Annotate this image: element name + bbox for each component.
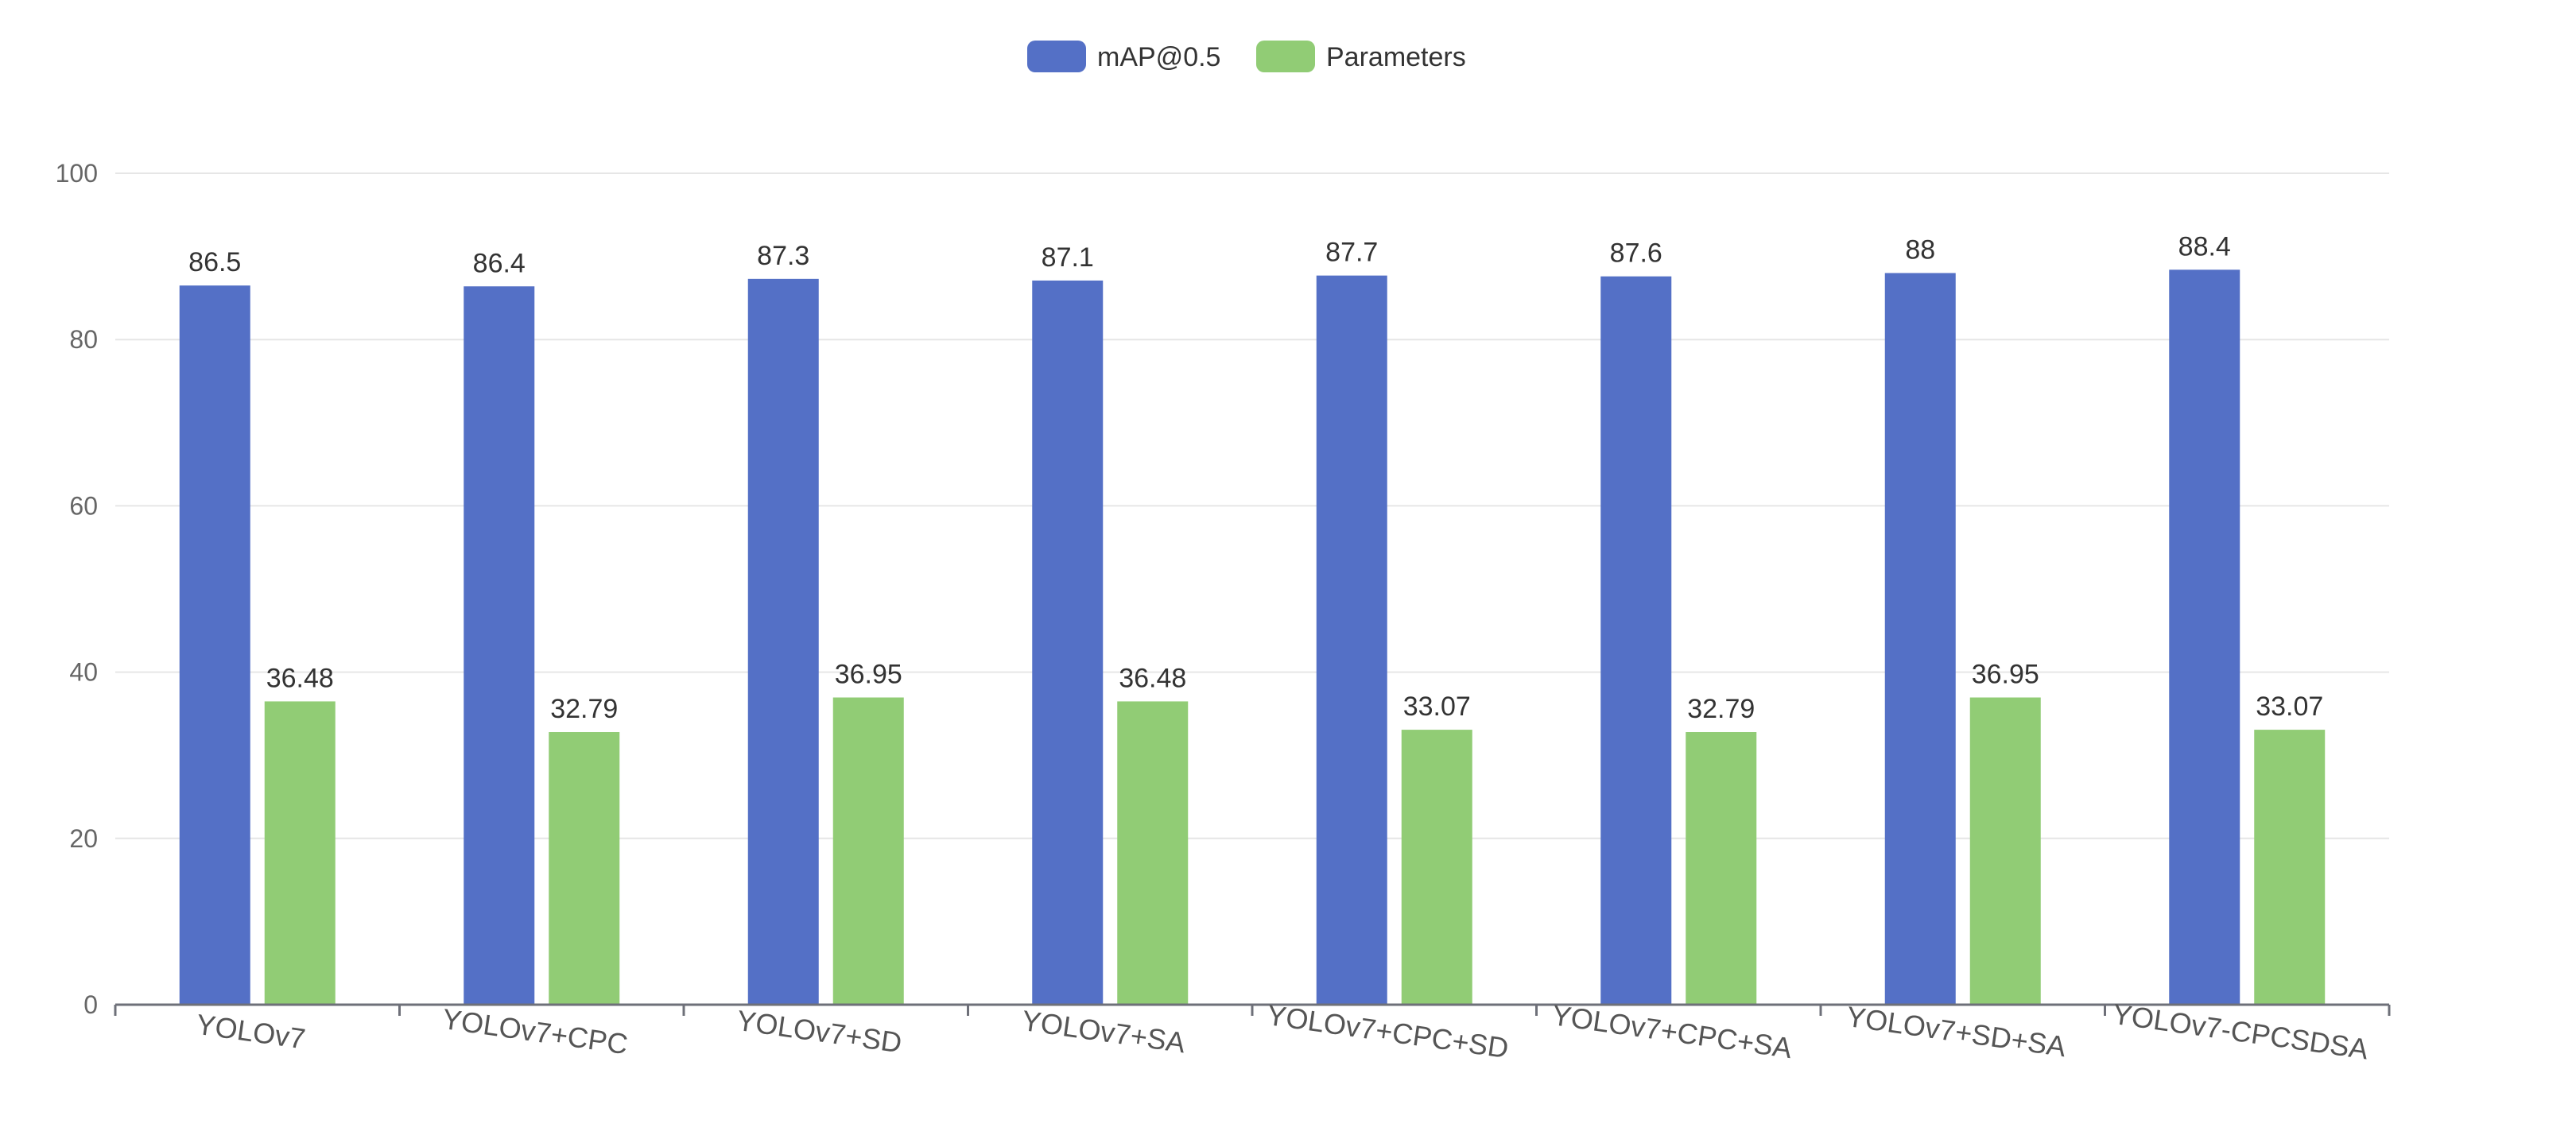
legend-label: Parameters — [1326, 42, 1466, 72]
legend[interactable]: mAP@0.5 Parameters — [1027, 41, 1466, 72]
data-labels: 86.5 36.48 86.4 32.79 87.3 36.95 87.1 36.48 87.7… — [188, 231, 2323, 724]
data-label: 86.5 — [188, 247, 241, 277]
x-tick-label: YOLOv7+SD — [735, 1004, 904, 1060]
bar-map[interactable] — [1600, 276, 1672, 1005]
y-tick-label: 0 — [83, 990, 98, 1019]
data-label: 87.3 — [757, 241, 809, 271]
data-label: 36.48 — [266, 663, 334, 693]
bar-map[interactable] — [2169, 269, 2240, 1005]
data-label: 33.07 — [1403, 692, 1471, 722]
data-label: 88.4 — [2178, 231, 2231, 262]
bar-map[interactable] — [1884, 273, 1956, 1005]
bar-map[interactable] — [747, 278, 819, 1005]
bar-map[interactable] — [1316, 275, 1387, 1005]
bars — [179, 269, 2326, 1005]
data-label: 32.79 — [1687, 694, 1755, 724]
data-label: 33.07 — [2256, 692, 2323, 722]
data-label: 87.6 — [1610, 238, 1662, 269]
bar-parameters[interactable] — [1686, 732, 1757, 1005]
y-tick-label: 40 — [69, 658, 98, 687]
x-tick-label: YOLOv7+SA — [1020, 1004, 1188, 1059]
y-tick-label: 100 — [56, 159, 98, 188]
data-label: 36.95 — [1972, 660, 2039, 690]
bar-parameters[interactable] — [264, 701, 336, 1005]
data-label: 86.4 — [473, 248, 526, 278]
legend-swatch — [1256, 41, 1315, 72]
data-label: 88 — [1905, 235, 1935, 265]
bar-map[interactable] — [464, 286, 535, 1005]
data-label: 36.48 — [1119, 663, 1186, 693]
x-tick-label: YOLOv7+CPC+SA — [1550, 998, 1794, 1064]
bar-parameters[interactable] — [832, 697, 904, 1005]
bar-parameters[interactable] — [1969, 697, 2041, 1005]
legend-swatch — [1027, 41, 1086, 72]
x-tick-label: YOLOv7 — [194, 1008, 307, 1056]
x-tick-label: YOLOv7+SD+SA — [1845, 1000, 2068, 1063]
bar-map[interactable] — [1032, 280, 1104, 1005]
bar-parameters[interactable] — [1117, 701, 1189, 1005]
y-tick-label: 60 — [69, 491, 98, 520]
bar-parameters[interactable] — [1401, 730, 1472, 1005]
grid-lines — [115, 172, 2389, 839]
legend-label: mAP@0.5 — [1097, 42, 1220, 72]
bar-parameters[interactable] — [549, 732, 620, 1005]
bar-map[interactable] — [179, 285, 250, 1005]
data-label: 87.1 — [1042, 242, 1094, 273]
legend-item-parameters[interactable]: Parameters — [1256, 41, 1466, 72]
bar-parameters[interactable] — [2254, 730, 2326, 1005]
x-tick-label: YOLOv7+CPC — [440, 1002, 630, 1060]
y-tick-label: 80 — [69, 325, 98, 354]
x-tick-label: YOLOv7+CPC+SD — [1265, 998, 1511, 1064]
x-tick-label: YOLOv7-CPCSDSA — [2111, 998, 2371, 1066]
x-axis: YOLOv7 YOLOv7+CPC YOLOv7+SD YOLOv7+SA YOLOv7… — [114, 998, 2391, 1066]
y-axis: 0 20 40 60 80 100 — [56, 159, 98, 1019]
y-tick-label: 20 — [69, 824, 98, 853]
data-label: 32.79 — [550, 694, 618, 724]
data-label: 87.7 — [1325, 238, 1378, 268]
legend-item-map[interactable]: mAP@0.5 — [1027, 41, 1220, 72]
data-label: 36.95 — [835, 660, 902, 690]
